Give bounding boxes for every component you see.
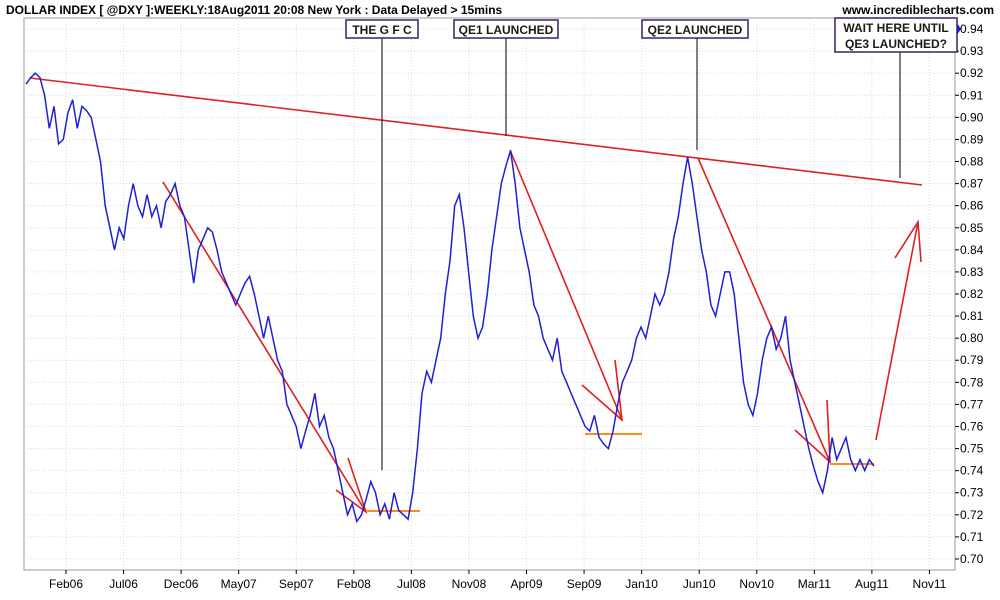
y-tick-label: 0.87: [960, 177, 984, 191]
resistance-trendline: [29, 77, 923, 186]
chart-title: DOLLAR INDEX [ @DXY ]:WEEKLY:18Aug2011 2…: [6, 3, 503, 17]
arrowhead-2: [581, 359, 624, 422]
x-tick-label: Jun10: [683, 577, 716, 591]
annotation-qe3-box: [834, 17, 958, 53]
x-tick-label: Sep09: [567, 577, 602, 591]
y-tick-label: 0.74: [960, 464, 984, 478]
y-tick-label: 0.94: [960, 22, 984, 36]
x-tick-label: Jan10: [625, 577, 658, 591]
annotation-qe1-text: QE1 LAUNCHED: [459, 23, 554, 37]
y-tick-label: 0.72: [960, 508, 984, 522]
site-url[interactable]: www.incrediblecharts.com: [842, 3, 994, 17]
y-tick-label: 0.86: [960, 199, 984, 213]
downtrend-line-1: [162, 181, 367, 513]
x-tick-label: Jul06: [109, 577, 138, 591]
annotation-gfc-box: [345, 19, 419, 39]
projected-rally-arrow: [875, 221, 919, 441]
annotation-qe2-box: [641, 19, 749, 39]
price-line: [25, 72, 875, 524]
x-tick-label: Mar11: [798, 577, 831, 591]
y-tick-label: 0.83: [960, 265, 984, 279]
downtrend-line-3: [697, 157, 831, 463]
y-tick-label: 0.80: [960, 331, 984, 345]
y-tick-label: 0.73: [960, 486, 984, 500]
y-tick-label: 0.88: [960, 155, 984, 169]
y-tick-label: 0.77: [960, 397, 984, 411]
x-tick-label: Apr09: [510, 577, 542, 591]
y-tick-label: 0.71: [960, 530, 984, 544]
annotation-qe3-text: WAIT HERE UNTIL: [843, 21, 948, 35]
arrowhead-4: [894, 219, 922, 263]
y-tick-label: 0.89: [960, 132, 984, 146]
x-tick-label: Feb06: [49, 577, 83, 591]
y-tick-label: 0.91: [960, 88, 984, 102]
x-tick-label: Nov10: [739, 577, 774, 591]
y-tick-label: 0.78: [960, 375, 984, 389]
y-tick-label: 0.84: [960, 243, 984, 257]
x-tick-label: Aug11: [855, 577, 889, 591]
y-tick-label: 0.75: [960, 442, 984, 456]
y-tick-label: 0.76: [960, 419, 984, 433]
x-tick-label: Nov11: [913, 577, 947, 591]
y-tick-label: 0.85: [960, 221, 984, 235]
x-tick-label: Dec06: [164, 577, 199, 591]
annotation-qe3-text: QE3 LAUNCHED?: [845, 37, 947, 51]
downtrend-line-2: [509, 149, 623, 421]
y-tick-label: 0.82: [960, 287, 984, 301]
y-tick-label: 0.70: [960, 552, 984, 566]
x-tick-label: Jul08: [397, 577, 426, 591]
x-tick-label: Sep07: [279, 577, 314, 591]
x-tick-label: May07: [221, 577, 257, 591]
annotation-qe1-box: [453, 19, 559, 39]
y-tick-label: 0.81: [960, 309, 984, 323]
y-tick-label: 0.92: [960, 66, 984, 80]
y-tick-label: 0.93: [960, 44, 984, 58]
x-tick-label: Nov08: [452, 577, 487, 591]
annotation-gfc-text: THE G F C: [352, 23, 412, 37]
y-tick-label: 0.79: [960, 353, 984, 367]
y-tick-label: 0.90: [960, 110, 984, 124]
x-tick-label: Feb08: [337, 577, 371, 591]
annotation-qe2-text: QE2 LAUNCHED: [648, 23, 743, 37]
